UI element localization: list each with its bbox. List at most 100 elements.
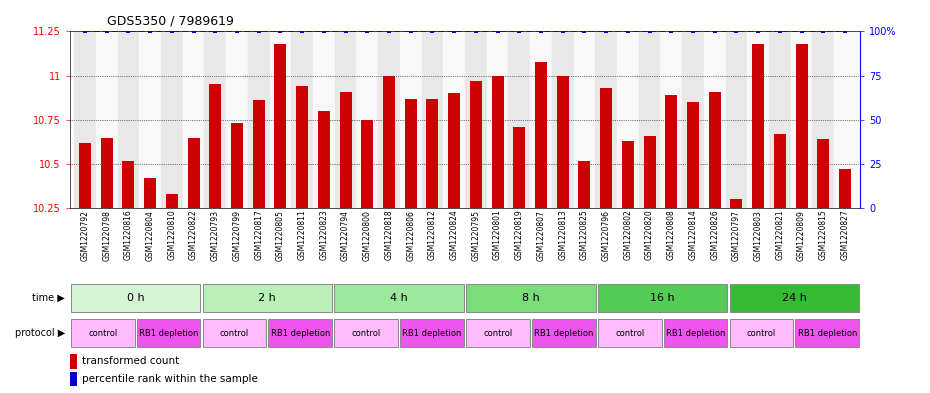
Text: RB1 depletion: RB1 depletion: [666, 329, 725, 338]
Bar: [203, 284, 332, 312]
Bar: [318, 111, 330, 208]
Text: 16 h: 16 h: [650, 293, 675, 303]
Bar: [557, 75, 569, 208]
Bar: [639, 31, 660, 208]
Text: RB1 depletion: RB1 depletion: [798, 329, 857, 338]
Text: control: control: [88, 329, 117, 338]
Bar: [137, 319, 200, 347]
Bar: [725, 31, 748, 208]
Bar: [335, 284, 464, 312]
Bar: [356, 31, 379, 208]
Bar: [383, 75, 395, 208]
Text: control: control: [615, 329, 644, 338]
Bar: [253, 101, 265, 208]
Bar: [123, 161, 134, 208]
Bar: [182, 31, 205, 208]
Bar: [774, 134, 786, 208]
Bar: [270, 31, 291, 208]
Bar: [513, 127, 525, 208]
Bar: [687, 102, 699, 208]
Bar: [574, 31, 595, 208]
Text: control: control: [484, 329, 512, 338]
Bar: [813, 31, 834, 208]
Bar: [188, 138, 200, 208]
Bar: [400, 319, 464, 347]
Bar: [117, 31, 140, 208]
Bar: [140, 31, 161, 208]
Text: protocol ▶: protocol ▶: [15, 328, 65, 338]
Bar: [291, 31, 313, 208]
Bar: [796, 44, 807, 208]
Text: 0 h: 0 h: [126, 293, 144, 303]
Bar: [790, 31, 813, 208]
Text: 4 h: 4 h: [391, 293, 408, 303]
Bar: [600, 88, 612, 208]
Text: control: control: [747, 329, 776, 338]
Bar: [644, 136, 656, 208]
Bar: [313, 31, 335, 208]
Bar: [598, 319, 661, 347]
Text: RB1 depletion: RB1 depletion: [271, 329, 330, 338]
Bar: [839, 169, 851, 208]
Bar: [486, 31, 509, 208]
Bar: [379, 31, 400, 208]
Bar: [144, 178, 156, 208]
Bar: [683, 31, 704, 208]
Bar: [427, 99, 438, 208]
Bar: [100, 138, 113, 208]
Bar: [209, 84, 221, 208]
Bar: [704, 31, 725, 208]
Bar: [361, 120, 373, 208]
Bar: [247, 31, 270, 208]
Bar: [205, 31, 226, 208]
Bar: [470, 81, 482, 208]
Bar: [405, 99, 417, 208]
Bar: [622, 141, 634, 208]
Bar: [795, 319, 859, 347]
Bar: [269, 319, 332, 347]
Bar: [71, 284, 200, 312]
Bar: [444, 31, 465, 208]
Bar: [161, 31, 182, 208]
Bar: [203, 319, 266, 347]
Bar: [335, 31, 356, 208]
Bar: [664, 319, 727, 347]
Text: time ▶: time ▶: [33, 293, 65, 303]
Bar: [752, 44, 764, 208]
Bar: [535, 61, 547, 208]
Bar: [578, 161, 591, 208]
Bar: [296, 86, 308, 208]
Bar: [817, 139, 830, 208]
Text: control: control: [352, 329, 380, 338]
Bar: [71, 319, 135, 347]
Text: RB1 depletion: RB1 depletion: [534, 329, 593, 338]
Text: RB1 depletion: RB1 depletion: [139, 329, 198, 338]
Bar: [231, 123, 243, 208]
Bar: [70, 372, 77, 386]
Text: 24 h: 24 h: [782, 293, 807, 303]
Bar: [79, 143, 91, 208]
Bar: [339, 92, 352, 208]
Bar: [448, 93, 460, 208]
Text: GDS5350 / 7989619: GDS5350 / 7989619: [107, 15, 233, 28]
Bar: [335, 319, 398, 347]
Bar: [665, 95, 677, 208]
Bar: [730, 319, 793, 347]
Bar: [730, 199, 742, 208]
Text: RB1 depletion: RB1 depletion: [403, 329, 462, 338]
Bar: [421, 31, 444, 208]
Bar: [465, 31, 486, 208]
Bar: [532, 319, 595, 347]
Bar: [274, 44, 286, 208]
Bar: [551, 31, 574, 208]
Bar: [595, 31, 617, 208]
Bar: [166, 194, 178, 208]
Text: percentile rank within the sample: percentile rank within the sample: [83, 375, 259, 384]
Bar: [769, 31, 790, 208]
Bar: [509, 31, 530, 208]
Bar: [400, 31, 421, 208]
Bar: [834, 31, 856, 208]
Bar: [730, 284, 859, 312]
Bar: [492, 75, 503, 208]
Bar: [466, 319, 530, 347]
